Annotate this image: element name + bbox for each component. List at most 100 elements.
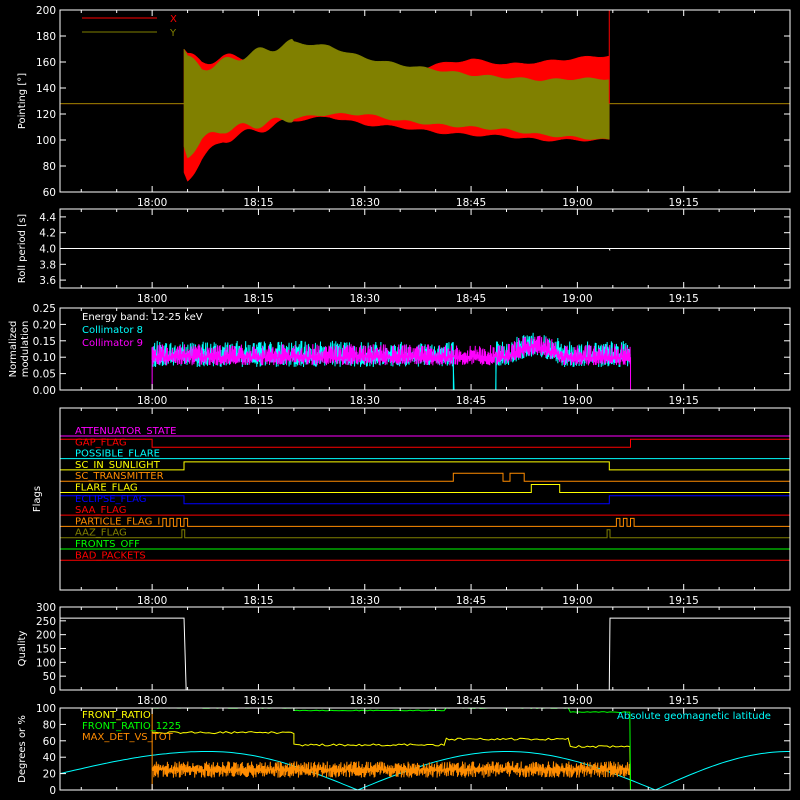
flags-xtick-label: 18:45 <box>456 595 486 607</box>
pointing-xtick-label: 18:15 <box>243 197 273 209</box>
pointing-xtick-label: 19:15 <box>669 197 699 209</box>
roll-ytick-label: 3.6 <box>39 275 56 287</box>
mod-legend-collimator8: Collimator 8 <box>82 325 143 336</box>
mod-frame <box>59 307 791 391</box>
ratios-ytick-label: 60 <box>43 736 56 748</box>
ratio-legend-front-ratio-1225: FRONT_RATIO_1225 <box>82 721 181 732</box>
flags-xtick-label: 19:00 <box>562 595 592 607</box>
mod-ytick-label: 0.10 <box>33 352 56 364</box>
mod-ytick-label: 0.25 <box>33 303 56 315</box>
roll-ylabel: Roll period [s] <box>17 214 28 283</box>
pointing-ytick-label: 60 <box>43 187 56 199</box>
roll-ytick-label: 4.4 <box>39 212 56 224</box>
pointing-xtick-label: 19:00 <box>562 197 592 209</box>
roll-xtick-label: 18:00 <box>137 293 167 305</box>
flag-line-sc_transmitter <box>60 472 790 482</box>
pointing-frame <box>59 9 791 193</box>
roll-xtick-label: 19:00 <box>562 293 592 305</box>
quality-xtick-label: 18:45 <box>456 695 486 707</box>
quality-xtick-label: 18:00 <box>137 695 167 707</box>
quality-xtick-label: 18:30 <box>350 695 380 707</box>
roll-xtick-label: 18:15 <box>243 293 273 305</box>
flag-line-particle_flag_i <box>60 517 790 527</box>
ratios-ytick-label: 40 <box>43 752 56 764</box>
pointing-ytick-label: 160 <box>36 57 56 69</box>
quality-ytick-label: 300 <box>36 602 56 614</box>
pointing-ytick-label: 180 <box>36 31 56 43</box>
flag-line-aaz_flag <box>60 529 790 539</box>
ratio-legend-max-det: MAX_DET_VS_TOT <box>82 732 174 743</box>
ratio-series-geomag-latitude <box>59 751 790 791</box>
quality-xtick-label: 18:15 <box>243 695 273 707</box>
mod-xtick-label: 18:15 <box>243 395 273 407</box>
mod-xtick-label: 18:45 <box>456 395 486 407</box>
flag-label-bad_packets: BAD_PACKETS <box>75 550 146 561</box>
quality-xtick-label: 19:15 <box>669 695 699 707</box>
roll-period-blip <box>608 248 611 251</box>
flag-line-gap_flag <box>60 438 790 448</box>
roll-xtick-label: 19:15 <box>669 293 699 305</box>
legend-label-X: X <box>170 14 177 25</box>
mod-ylabel-line1: Normalized <box>8 321 19 378</box>
flag-label-aaz_flag: AAZ_FLAG <box>75 528 127 539</box>
flag-label-gap_flag: GAP_FLAG <box>75 437 127 448</box>
flag-label-flare_flag: FLARE_FLAG <box>75 483 138 494</box>
flag-label-fronts_off: FRONTS_OFF <box>75 539 140 550</box>
ratios-ytick-label: 80 <box>43 719 56 731</box>
quality-ytick-label: 0 <box>49 685 56 697</box>
legend-label-Y: Y <box>169 28 177 39</box>
quality-xtick-label: 19:00 <box>562 695 592 707</box>
flags-xtick-label: 18:00 <box>137 595 167 607</box>
flags-frame <box>59 407 791 591</box>
pointing-ytick-label: 140 <box>36 83 56 95</box>
pointing-ytick-label: 80 <box>43 161 56 173</box>
pointing-ytick-label: 100 <box>36 135 56 147</box>
roll-ytick-label: 3.8 <box>39 259 56 271</box>
flag-label-eclipse_flag: ECLIPSE_FLAG <box>75 494 146 505</box>
roll-xtick-label: 18:45 <box>456 293 486 305</box>
quality-ytick-label: 50 <box>43 671 56 683</box>
flag-label-attenuator_state: ATTENUATOR_STATE <box>75 426 176 437</box>
ratios-ylabel: Degrees or % <box>17 715 28 783</box>
quality-ytick-label: 250 <box>36 616 56 628</box>
flag-label-sc_in_sunlight: SC_IN_SUNLIGHT <box>75 460 161 471</box>
flag-line-sc_in_sunlight <box>60 461 790 471</box>
ratios-ytick-label: 20 <box>43 769 56 781</box>
mod-ytick-label: 0.15 <box>33 336 56 348</box>
mod-annotation: Energy band: 12-25 keV <box>82 312 203 323</box>
quality-ylabel: Quality <box>17 631 28 667</box>
pointing-series-Y-envelope <box>183 38 610 159</box>
ratios-ytick-label: 100 <box>36 703 56 715</box>
quality-ytick-label: 150 <box>36 644 56 656</box>
mod-ytick-label: 0.20 <box>33 319 56 331</box>
mod-ytick-label: 0.00 <box>33 385 56 397</box>
mod-ytick-label: 0.05 <box>33 369 56 381</box>
pointing-xtick-label: 18:45 <box>456 197 486 209</box>
pointing-xtick-label: 18:00 <box>137 197 167 209</box>
mod-ylabel-line2: modulation <box>20 321 31 378</box>
roll-xtick-label: 18:30 <box>350 293 380 305</box>
mod-legend-collimator9: Collimator 9 <box>82 338 143 349</box>
flag-line-eclipse_flag <box>60 495 790 505</box>
ratio-legend-geomag: Absolute geomagnetic latitude <box>617 711 771 722</box>
quality-ytick-label: 100 <box>36 657 56 669</box>
flag-line-flare_flag <box>60 484 790 493</box>
flags-xtick-label: 19:15 <box>669 595 699 607</box>
ratio-legend-front-ratio: FRONT_RATIO <box>82 710 151 721</box>
quality-ytick-label: 200 <box>36 630 56 642</box>
quality-line <box>60 617 790 691</box>
pointing-xtick-label: 18:30 <box>350 197 380 209</box>
ratio-series-front_ratio <box>152 731 631 790</box>
flags-xtick-label: 18:15 <box>243 595 273 607</box>
mod-xtick-label: 19:15 <box>669 395 699 407</box>
pointing-ytick-label: 200 <box>36 5 56 17</box>
mod-xtick-label: 19:00 <box>562 395 592 407</box>
roll-ytick-label: 4.0 <box>39 244 56 256</box>
ratios-ytick-label: 0 <box>49 785 56 797</box>
flags-xtick-label: 18:30 <box>350 595 380 607</box>
pointing-ylabel: Pointing [°] <box>17 73 28 129</box>
flags-ylabel: Flags <box>32 486 43 512</box>
mod-xtick-label: 18:00 <box>137 395 167 407</box>
